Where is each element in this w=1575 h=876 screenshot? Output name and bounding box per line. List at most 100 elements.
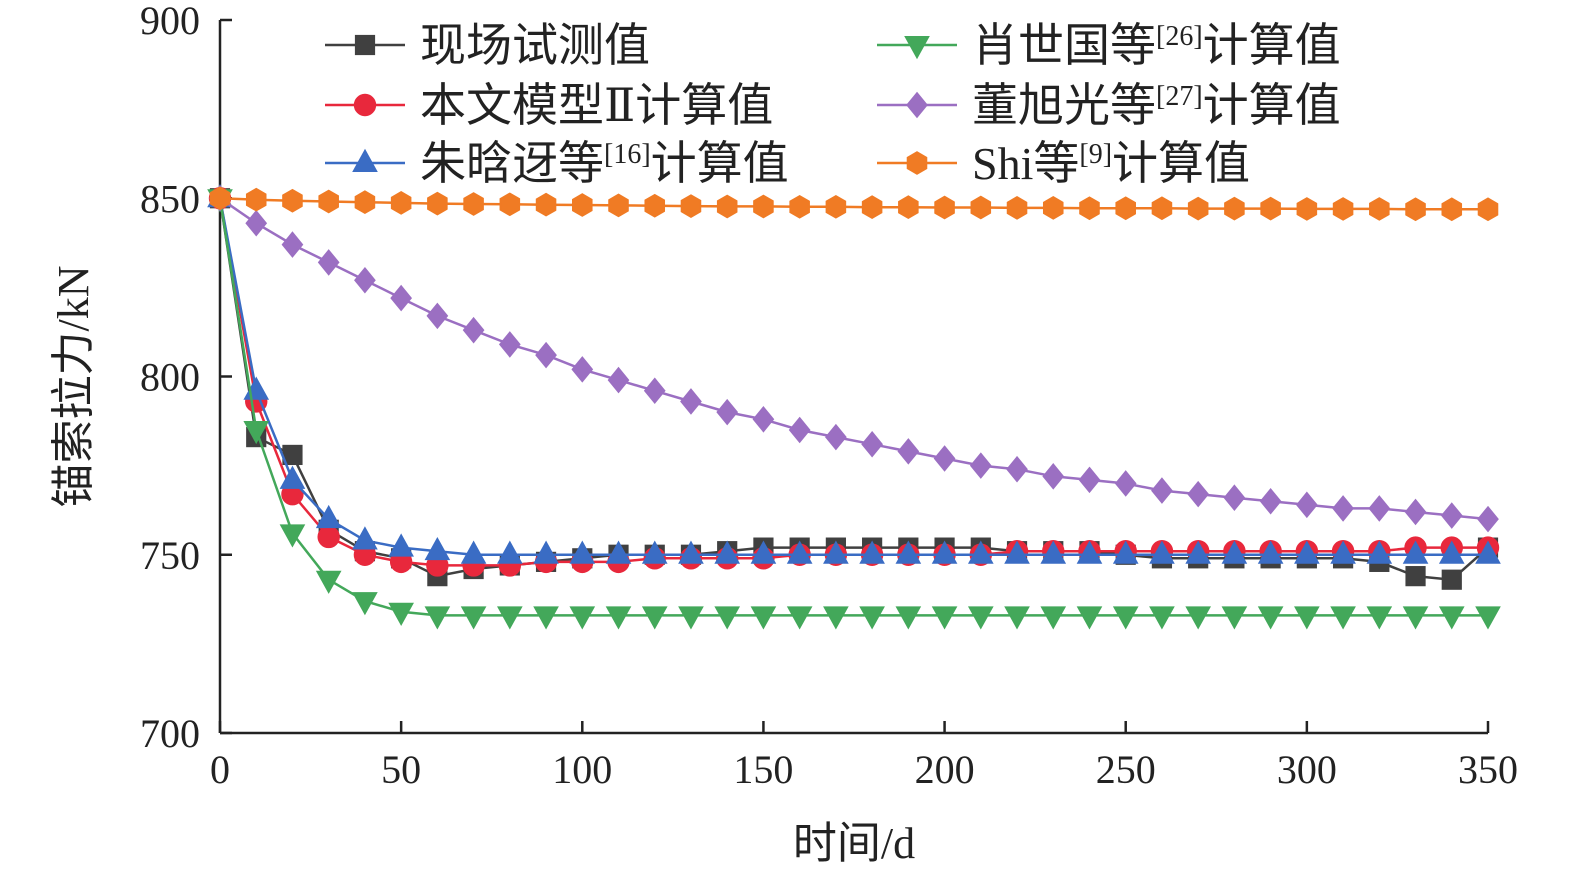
data-point [859, 540, 885, 564]
data-point [1224, 196, 1245, 221]
data-point [463, 192, 484, 216]
data-point [1076, 606, 1103, 630]
data-point [1294, 606, 1320, 630]
legend-name: 本文模型Ⅱ计算值 [420, 80, 773, 131]
data-point [317, 525, 340, 549]
data-point [460, 540, 487, 564]
data-point [499, 192, 521, 217]
legend-marker [353, 93, 377, 117]
legend-name: 朱晗迓等 [420, 138, 604, 189]
data-point [1366, 540, 1393, 564]
data-point [498, 331, 521, 358]
data-point [1221, 540, 1248, 564]
data-point [533, 606, 559, 630]
data-point [716, 398, 739, 426]
x-tick-label: 0 [210, 747, 230, 792]
data-point [315, 570, 342, 594]
legend-marker [906, 91, 928, 119]
data-point [1332, 197, 1354, 221]
data-point [352, 592, 378, 616]
data-point [388, 533, 414, 557]
data-point [462, 316, 485, 344]
data-point [680, 194, 702, 218]
data-point [245, 209, 268, 237]
legend-ref: [16] [604, 139, 651, 170]
data-point [1438, 606, 1465, 630]
data-point [931, 540, 958, 564]
y-tick-label: 750 [140, 533, 200, 578]
data-point [352, 526, 378, 550]
x-tick-label: 300 [1277, 747, 1337, 792]
data-point [605, 606, 632, 630]
data-point [967, 606, 994, 630]
data-point [388, 602, 414, 626]
data-point [861, 195, 883, 220]
data-point [424, 606, 451, 630]
data-point [1405, 566, 1426, 587]
data-point [1257, 540, 1284, 564]
data-point [1441, 197, 1463, 222]
data-point [1006, 455, 1028, 483]
data-point [572, 193, 593, 217]
data-point [317, 249, 340, 276]
data-point [279, 465, 306, 489]
legend-name: 肖世国等 [972, 20, 1156, 71]
data-point [427, 191, 448, 216]
data-point [1257, 606, 1284, 630]
data-point [1185, 606, 1211, 630]
x-tick-label: 50 [381, 747, 421, 792]
x-tick-label: 100 [552, 747, 612, 792]
data-point [1149, 540, 1175, 564]
legend-item: 肖世国等[26]计算值 [877, 20, 1341, 71]
y-tick-label: 800 [140, 355, 200, 400]
data-point [1040, 540, 1067, 564]
legend-name: Shi等 [972, 138, 1079, 189]
data-point [1402, 606, 1429, 630]
data-point [1330, 606, 1356, 630]
legend-label: 现场试测值 [420, 20, 650, 71]
data-point [823, 606, 849, 630]
data-point [1330, 540, 1356, 564]
x-tick-label: 150 [733, 747, 793, 792]
data-point [605, 540, 632, 564]
series-1 [209, 188, 1499, 590]
data-point [1185, 540, 1211, 564]
data-point [786, 540, 813, 564]
legend-name: 董旭光等 [972, 80, 1156, 131]
x-tick-label: 350 [1458, 747, 1518, 792]
data-point [424, 536, 451, 561]
data-point [1221, 606, 1248, 630]
legend-name: 现场试测值 [420, 20, 650, 71]
series-line [218, 198, 1488, 557]
data-point [1440, 502, 1463, 529]
data-point [1112, 606, 1139, 630]
legend-marker [904, 36, 930, 60]
data-point [281, 231, 304, 258]
data-point [1405, 197, 1426, 222]
legend-marker [906, 151, 928, 175]
legend-label: 肖世国等[26]计算值 [972, 20, 1341, 71]
x-tick-label: 200 [915, 747, 975, 792]
legend-ref: [9] [1079, 139, 1112, 170]
data-point [426, 302, 449, 330]
data-point [1477, 505, 1499, 533]
series-line [219, 197, 1489, 521]
data-point [1477, 197, 1499, 222]
data-point [897, 438, 920, 465]
data-point [898, 195, 919, 220]
data-point [1404, 498, 1427, 526]
legend-marker [352, 148, 378, 172]
data-point [1004, 606, 1030, 630]
data-point [969, 452, 992, 479]
data-point [608, 193, 629, 218]
data-point [460, 606, 487, 630]
data-point [279, 524, 306, 548]
data-point [1187, 196, 1209, 221]
data-point [1151, 196, 1173, 221]
legend-label: 本文模型Ⅱ计算值 [420, 80, 773, 131]
legend-suffix: 计算值 [1203, 80, 1341, 131]
x-tick-label: 250 [1096, 747, 1156, 792]
data-point [1115, 196, 1136, 221]
legend-marker [354, 34, 376, 56]
